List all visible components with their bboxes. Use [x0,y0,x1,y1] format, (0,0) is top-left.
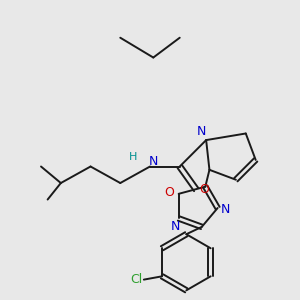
Text: O: O [200,183,209,196]
Text: N: N [196,125,206,138]
Text: N: N [148,155,158,168]
Text: O: O [164,186,174,199]
Text: Cl: Cl [130,273,143,286]
Text: H: H [129,152,138,162]
Text: N: N [221,203,231,216]
Text: N: N [171,220,180,233]
